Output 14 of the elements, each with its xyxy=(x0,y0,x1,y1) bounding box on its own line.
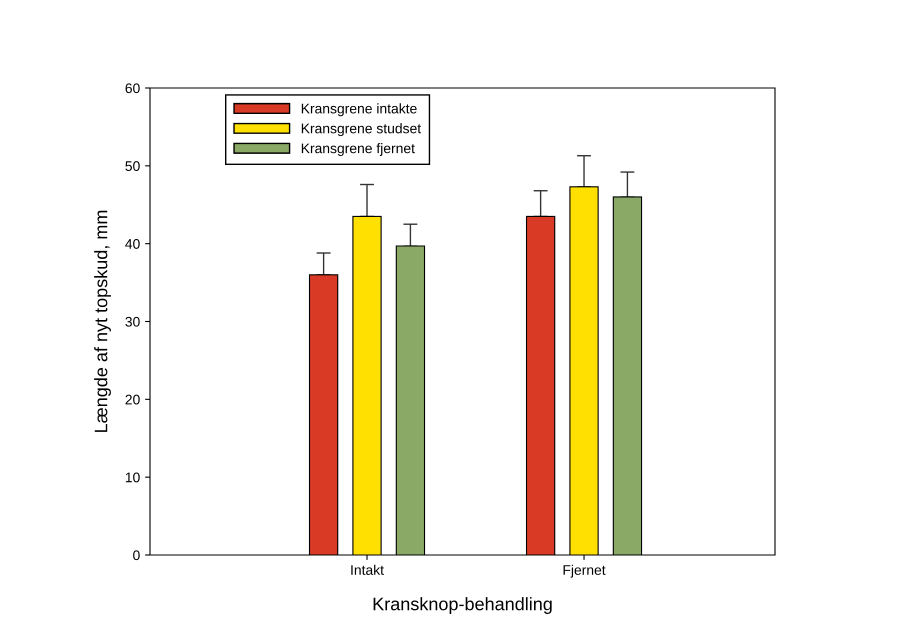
y-axis-title: Længde af nyt topskud, mm xyxy=(94,210,111,432)
y-tick-label: 50 xyxy=(125,161,140,172)
y-tick-label: 20 xyxy=(126,394,140,405)
x-tick-label: Fjernet xyxy=(564,564,606,578)
y-tick-label: 10 xyxy=(126,472,140,482)
x-tick-label: Intakt xyxy=(351,564,384,575)
legend-label: Kransgrene studset xyxy=(302,123,422,136)
y-tick-label: 0 xyxy=(133,550,140,560)
legend-label: Kransgrene fjernet xyxy=(302,143,415,156)
y-tick-label: 30 xyxy=(125,316,140,327)
legend-label: Kransgrene intakte xyxy=(302,103,417,116)
y-tick-label: 40 xyxy=(125,239,140,249)
x-axis-title: Kransknop-behandling xyxy=(374,597,552,614)
y-tick-label: 60 xyxy=(126,83,140,94)
